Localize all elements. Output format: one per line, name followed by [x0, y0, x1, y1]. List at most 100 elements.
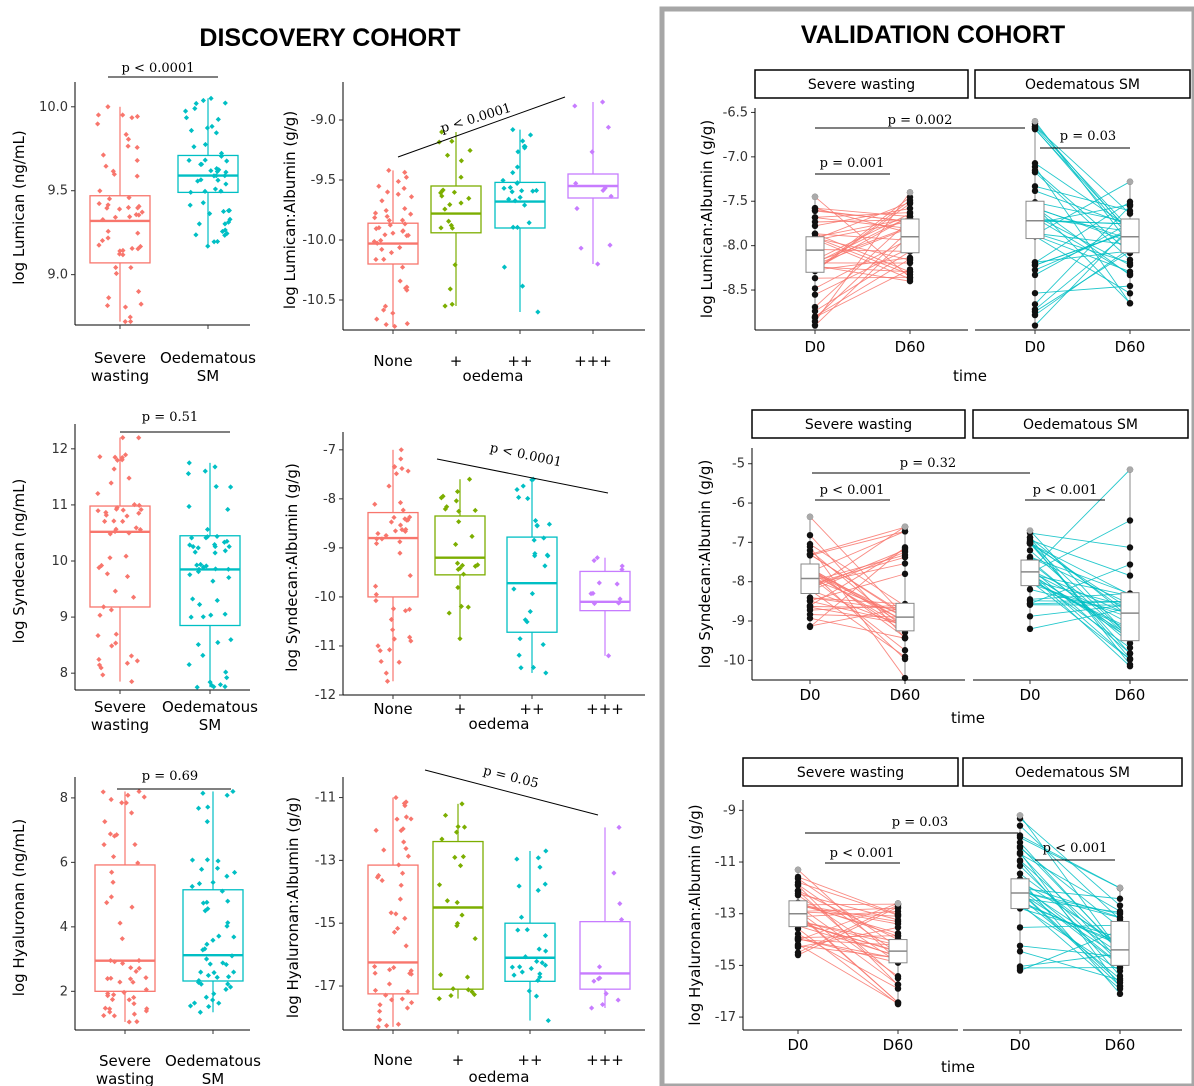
data-point	[1031, 125, 1039, 132]
data-point	[97, 188, 103, 194]
data-point	[224, 230, 230, 237]
data-point	[208, 168, 214, 174]
data-point	[374, 536, 380, 542]
data-point	[377, 1017, 383, 1023]
data-point	[405, 853, 412, 859]
data-point	[397, 896, 403, 902]
data-point	[112, 588, 118, 594]
paired-line	[814, 266, 911, 273]
facet-strip	[751, 409, 966, 439]
data-point	[205, 906, 211, 912]
data-point	[449, 301, 455, 307]
paired-line	[1019, 847, 1121, 928]
data-point	[806, 531, 814, 539]
data-point	[1016, 964, 1024, 972]
data-point	[469, 533, 475, 539]
data-point	[524, 619, 530, 625]
data-point	[392, 323, 398, 329]
data-point	[104, 571, 110, 577]
data-point	[130, 979, 136, 985]
paired-line	[1029, 600, 1131, 602]
data-point	[214, 533, 220, 540]
data-point	[225, 898, 231, 904]
paired-line	[1019, 953, 1121, 967]
data-point	[108, 975, 114, 981]
x-tick-label: D0	[1009, 1036, 1030, 1054]
data-point	[121, 989, 127, 995]
data-point	[215, 858, 221, 864]
outlier-point	[806, 513, 814, 521]
facet-strip	[962, 757, 1183, 787]
data-point	[401, 800, 407, 806]
data-point	[444, 152, 451, 158]
data-point	[113, 270, 119, 277]
data-point	[1126, 544, 1134, 551]
data-point	[605, 124, 612, 130]
data-point	[617, 596, 623, 602]
data-point	[542, 933, 549, 939]
data-point	[202, 188, 208, 194]
data-point	[394, 816, 400, 822]
data-point	[390, 627, 396, 633]
data-point	[619, 563, 625, 569]
data-point	[208, 95, 214, 101]
data-point	[389, 997, 395, 1003]
data-point	[198, 981, 204, 987]
chart-d2: -10.5 -10.0 -9.5 -9.0 log Lumican:Albumin (g…	[281, 82, 645, 385]
data-point	[200, 900, 206, 906]
data-point	[110, 879, 116, 885]
pvalue-label: p = 0.001	[820, 156, 885, 171]
data-point	[104, 302, 111, 309]
data-point	[191, 144, 197, 150]
x-tick-label: D0	[799, 686, 820, 704]
data-point	[107, 531, 113, 537]
data-point	[529, 591, 536, 597]
data-point	[589, 1005, 595, 1011]
data-point	[572, 103, 578, 109]
data-point	[588, 591, 594, 597]
data-point	[135, 230, 141, 236]
data-point	[100, 604, 107, 610]
x-tick-label: ++	[507, 352, 532, 370]
paired-line	[814, 234, 911, 326]
data-point	[218, 188, 224, 194]
data-point	[455, 584, 461, 591]
y-tick-label: 9.0	[47, 268, 68, 283]
paired-line	[797, 920, 899, 943]
pvalue-label: p = 0.03	[1060, 129, 1116, 144]
y-tick-label: -17	[715, 1010, 736, 1025]
x-tick-label: D60	[895, 338, 926, 356]
paired-line	[1034, 206, 1131, 276]
box	[579, 920, 631, 990]
data-point	[224, 158, 230, 164]
data-point	[404, 287, 410, 293]
paired-line	[1019, 891, 1121, 919]
data-point	[500, 177, 506, 184]
data-point	[108, 480, 114, 486]
data-point	[123, 553, 129, 559]
data-point	[141, 794, 147, 800]
paired-line	[809, 516, 906, 617]
paired-line	[1029, 604, 1131, 617]
data-point	[397, 522, 404, 528]
data-point	[619, 566, 625, 573]
data-point	[204, 899, 210, 905]
data-point	[533, 187, 540, 194]
y-tick-label: -6.5	[723, 105, 748, 120]
data-point	[211, 239, 217, 245]
paired-line	[797, 907, 899, 912]
data-point	[193, 100, 199, 107]
data-point	[617, 900, 623, 907]
y-axis-label: log Hyaluronan (ng/mL)	[10, 819, 28, 996]
box	[367, 511, 419, 598]
data-point	[229, 953, 235, 959]
x-axis-label: oedema	[463, 367, 524, 385]
data-point	[112, 454, 118, 460]
data-point	[373, 591, 379, 598]
data-point	[109, 996, 116, 1003]
data-point	[129, 245, 135, 252]
data-point	[131, 1001, 137, 1007]
data-point	[1026, 586, 1034, 593]
data-point	[376, 183, 382, 189]
data-point	[101, 1012, 107, 1019]
